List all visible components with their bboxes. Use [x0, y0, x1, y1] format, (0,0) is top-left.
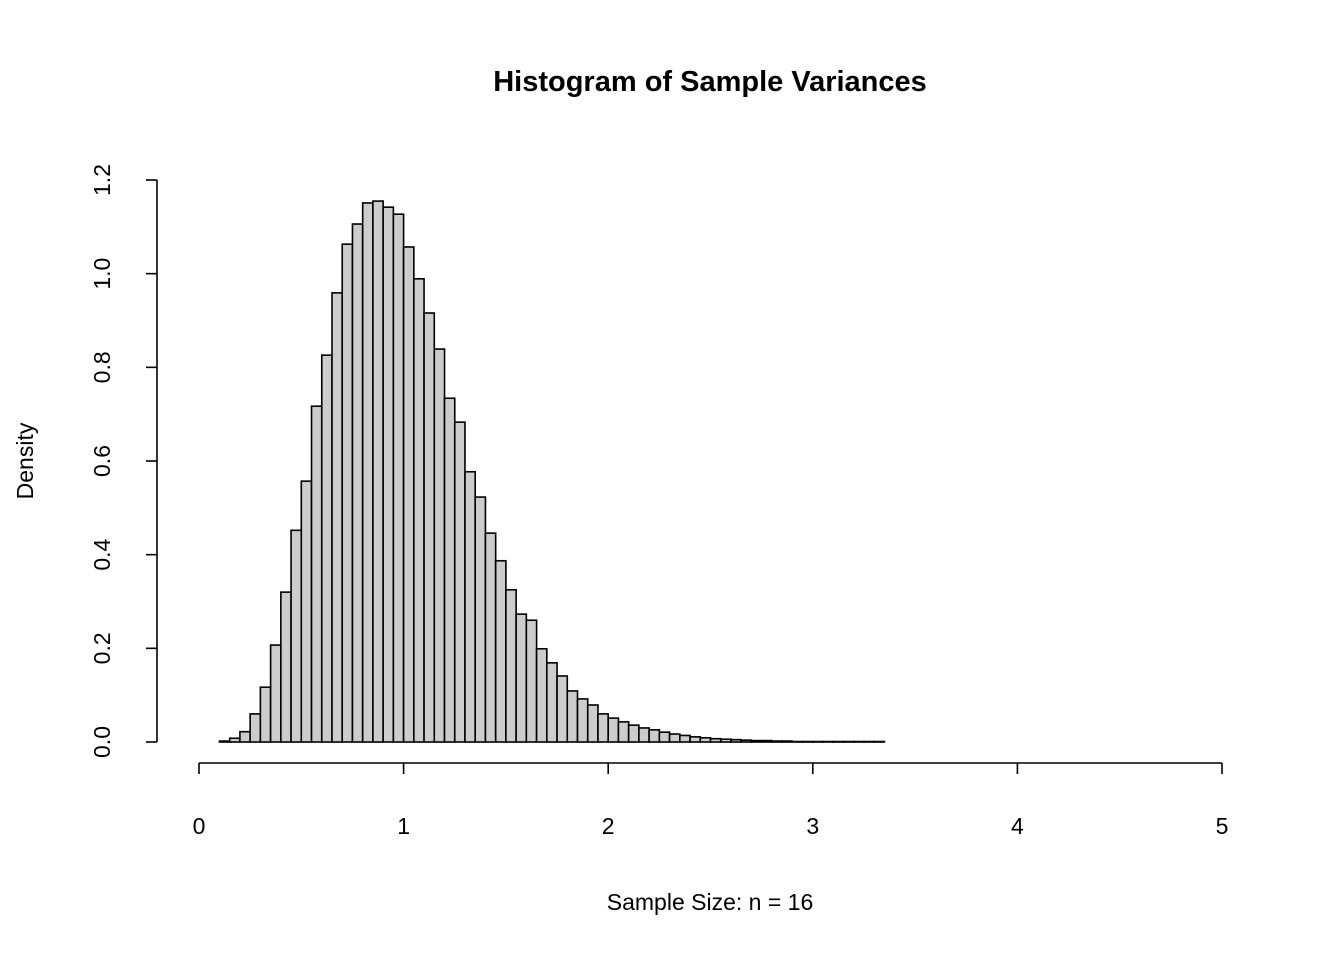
- x-axis-title: Sample Size: n = 16: [607, 889, 813, 915]
- histogram-bar: [515, 613, 528, 743]
- histogram-bar: [505, 588, 517, 743]
- histogram-bar: [760, 739, 773, 743]
- histogram-bar: [413, 278, 425, 743]
- histogram-bar: [320, 354, 333, 743]
- histogram-bar: [433, 348, 446, 743]
- histogram-bar: [484, 532, 497, 743]
- histogram-bar: [402, 246, 415, 743]
- histogram-bar: [341, 243, 354, 743]
- histogram-bar: [535, 648, 548, 743]
- y-tick-label: 0.6: [89, 445, 115, 477]
- histogram-bar: [361, 202, 374, 743]
- histogram-bar: [372, 200, 384, 743]
- histogram-bar: [290, 529, 303, 743]
- y-axis: 0.0 0.2 0.4 0.6 0.8 1.0 1.2: [89, 164, 158, 758]
- y-tick-label: 0.2: [89, 632, 115, 664]
- histogram-bar: [617, 721, 630, 743]
- histogram-bar: [740, 739, 753, 743]
- histogram-bar: [668, 733, 681, 743]
- histogram-bar: [423, 312, 436, 743]
- histogram-bar: [689, 736, 702, 743]
- histogram-bar: [771, 740, 783, 743]
- histogram-bar: [719, 738, 732, 743]
- histogram-bar: [730, 738, 742, 743]
- histogram-bar: [494, 559, 507, 743]
- histogram-bar: [474, 496, 487, 743]
- histogram-bar: [638, 727, 650, 743]
- histogram-bar: [556, 675, 569, 743]
- histogram-bar: [648, 729, 661, 743]
- histogram-bar: [300, 480, 313, 743]
- histogram-bar: [546, 662, 558, 743]
- histogram-bar: [239, 730, 251, 743]
- histogram-bar: [331, 292, 344, 743]
- histogram-bar: [709, 737, 722, 743]
- histogram-bar: [658, 731, 671, 743]
- y-axis-title: Density: [12, 422, 38, 499]
- histogram-bar: [453, 421, 466, 743]
- histogram-bar: [259, 686, 272, 743]
- histogram-bar: [464, 470, 477, 743]
- histogram-bar: [586, 704, 599, 743]
- histogram-bar: [679, 734, 691, 743]
- histogram-bar: [310, 405, 323, 743]
- y-tick-label: 0.4: [89, 538, 115, 570]
- histogram-bar: [228, 737, 241, 743]
- x-axis: 0 1 2 3 4 5: [193, 762, 1229, 839]
- histogram-bar: [249, 713, 262, 743]
- histogram-bar: [218, 740, 231, 743]
- x-tick-label: 0: [193, 813, 206, 839]
- y-tick-label: 0.0: [89, 726, 115, 758]
- histogram-bar: [699, 736, 712, 743]
- x-tick-label: 2: [602, 813, 615, 839]
- y-tick-label: 1.2: [89, 164, 115, 196]
- y-tick-label: 0.8: [89, 351, 115, 383]
- histogram-bar: [627, 724, 640, 743]
- histogram-bar: [566, 690, 579, 743]
- histogram-bar: [597, 713, 609, 743]
- histogram-bar: [750, 739, 763, 743]
- chart-title: Histogram of Sample Variances: [493, 66, 927, 98]
- histogram-bar: [607, 717, 620, 743]
- histogram-bar: [269, 644, 282, 743]
- y-tick-label: 1.0: [89, 258, 115, 290]
- histogram-bar: [280, 591, 292, 743]
- bars: [218, 200, 886, 743]
- x-tick-label: 5: [1216, 813, 1229, 839]
- histogram-bar: [576, 698, 589, 743]
- histogram-bar: [392, 213, 405, 743]
- histogram-bar: [443, 397, 456, 743]
- histogram-bar: [351, 223, 364, 743]
- x-tick-label: 4: [1011, 813, 1024, 839]
- histogram-bar: [525, 619, 538, 743]
- x-tick-label: 3: [806, 813, 819, 839]
- histogram-bar: [781, 740, 794, 743]
- x-tick-label: 1: [397, 813, 410, 839]
- histogram-bar: [382, 206, 395, 743]
